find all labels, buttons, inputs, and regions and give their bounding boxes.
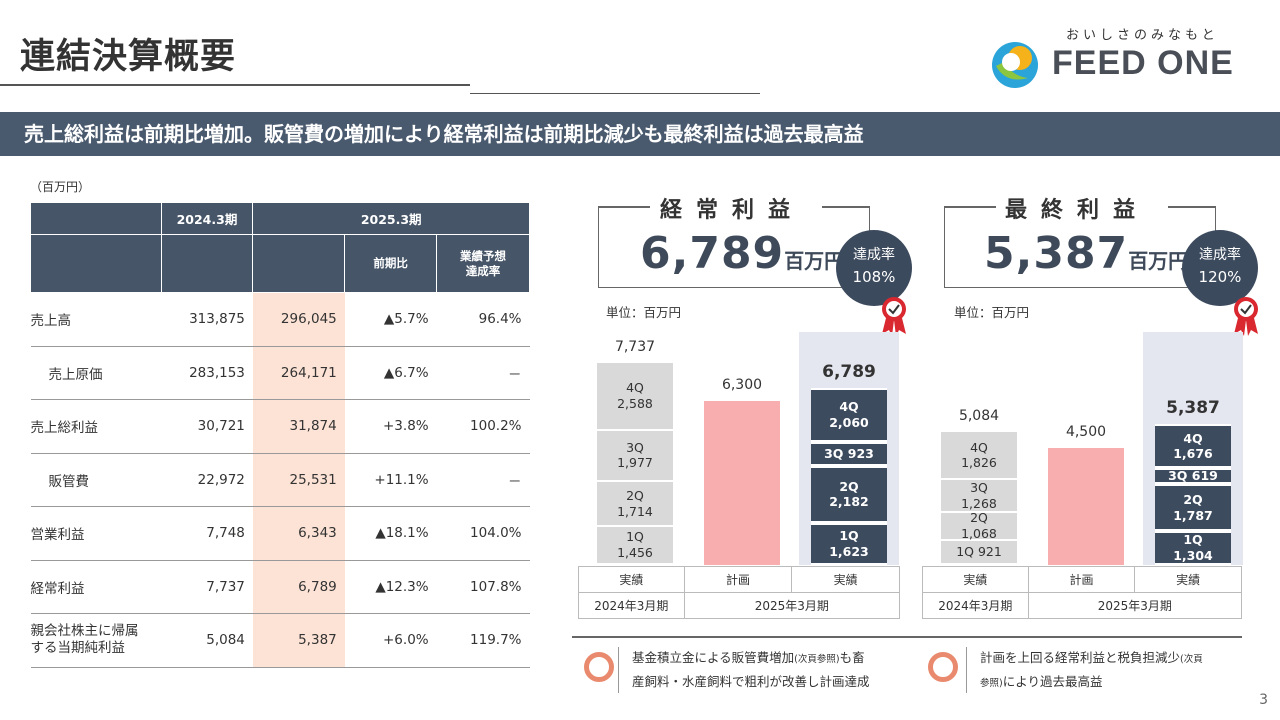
net-prev-total-label: 5,084 <box>958 408 1000 425</box>
net-bar-segment-2q: 2Q 1,068 <box>941 510 1017 541</box>
net-bar-segment-1q: 1Q 921 <box>941 540 1017 565</box>
net-bar-segment-4q: 4Q 1,676 <box>1155 424 1231 469</box>
ordinary-bar-segment-1q: 1Q 1,456 <box>597 526 673 565</box>
logo-name: FEED ONE <box>1052 44 1234 82</box>
award-ribbon-icon <box>1234 297 1258 336</box>
table-row: 経常利益 7,737 6,789 ▲12.3% 107.8% <box>30 560 530 614</box>
ordinary-plan-bar <box>704 400 780 565</box>
ordinary-profit-value: 6,789百万円 <box>640 228 845 279</box>
award-ribbon-icon <box>882 297 906 336</box>
net-plan-bar <box>1048 447 1124 565</box>
table-unit: （百万円） <box>30 180 91 194</box>
ordinary-bar-segment-1q: 1Q 1,623 <box>811 522 887 565</box>
title-underline <box>0 84 470 86</box>
header-blank <box>30 202 162 235</box>
circle-mark-icon <box>928 652 958 682</box>
ordinary-current-total-label: 6,789 <box>822 361 876 382</box>
table-row: 売上高 313,875 296,045 ▲5.7% 96.4% <box>30 292 530 347</box>
net-profit-value: 5,387百万円 <box>984 228 1189 279</box>
table-row: 売上原価 283,153 264,171 ▲6.7% － <box>30 346 530 400</box>
table-row: 売上総利益 30,721 31,874 +3.8% 100.2% <box>30 399 530 454</box>
ordinary-plan-label: 6,300 <box>721 376 763 393</box>
net-current-total-label: 5,387 <box>1166 398 1220 419</box>
logo-mark-icon <box>992 42 1038 88</box>
ordinary-profit-label: 経常利益 <box>660 198 805 223</box>
title-underline-thin <box>470 93 760 94</box>
header-yoy: 前期比 <box>344 234 438 293</box>
company-logo: おいしさのみなもと FEED ONE <box>990 24 1260 94</box>
net-bar-segment-2q: 2Q 1,787 <box>1155 484 1231 531</box>
net-chart-unit: 単位：百万円 <box>954 305 1030 320</box>
logo-tagline: おいしさのみなもと <box>1066 28 1219 43</box>
headline-banner: 売上総利益は前期比増加。販管費の増加により経常利益は前期比減少も最終利益は過去最… <box>0 112 1280 156</box>
net-profit-label: 最終利益 <box>1005 198 1150 223</box>
header-achievement: 業績予想 達成率 <box>436 234 530 293</box>
net-bar-segment-3q: 3Q 619 <box>1155 468 1231 485</box>
net-bar-segment-3q: 3Q 1,268 <box>941 480 1017 514</box>
note-ordinary: 基金積立金による販管費増加(次頁参照)も畜 産飼料・水産飼料で粗利が改善し計画達… <box>632 650 870 689</box>
table-row: 営業利益 7,748 6,343 ▲18.1% 104.0% <box>30 506 530 561</box>
financial-summary-table: 2024.3期 2025.3期 前期比 業績予想 達成率 売上高 313,875 … <box>30 202 530 668</box>
page-number: 3 <box>1259 692 1268 708</box>
net-bar-segment-4q: 4Q 1,826 <box>941 432 1017 480</box>
circle-mark-icon <box>584 652 614 682</box>
page-title: 連結決算概要 <box>20 37 237 77</box>
ordinary-chart-unit: 単位：百万円 <box>606 305 682 320</box>
net-x-axis: 実績 計画 実績 2024年3月期 2025年3月期 <box>922 566 1243 619</box>
table-row: 販管費 22,972 25,531 +11.1% － <box>30 453 530 507</box>
ordinary-bar-segment-4q: 4Q 2,588 <box>597 363 673 431</box>
net-achievement-badge: 達成率 120% <box>1182 230 1258 306</box>
ordinary-prev-total-label: 7,737 <box>614 339 656 356</box>
ordinary-achievement-badge: 達成率 108% <box>836 230 912 306</box>
header-2025: 2025.3期 <box>252 202 530 235</box>
net-bar-segment-1q: 1Q 1,304 <box>1155 530 1231 565</box>
ordinary-bar-segment-2q: 2Q 1,714 <box>597 482 673 527</box>
ordinary-bar-segment-4q: 4Q 2,060 <box>811 387 887 442</box>
ordinary-bar-segment-3q: 3Q 1,977 <box>597 430 673 483</box>
net-plan-label: 4,500 <box>1065 423 1107 440</box>
ordinary-x-axis: 実績 計画 実績 2024年3月期 2025年3月期 <box>578 566 901 619</box>
ordinary-bar-segment-3q: 3Q 923 <box>811 441 887 466</box>
table-row: 親会社株主に帰属 する当期純利益 5,084 5,387 +6.0% 119.7% <box>30 613 530 668</box>
ordinary-bar-segment-2q: 2Q 2,182 <box>811 465 887 523</box>
note-net: 計画を上回る経常利益と税負担減少(次頁 参照)により過去最高益 <box>980 650 1203 689</box>
notes-divider <box>572 636 1242 638</box>
header-2024: 2024.3期 <box>160 202 254 235</box>
